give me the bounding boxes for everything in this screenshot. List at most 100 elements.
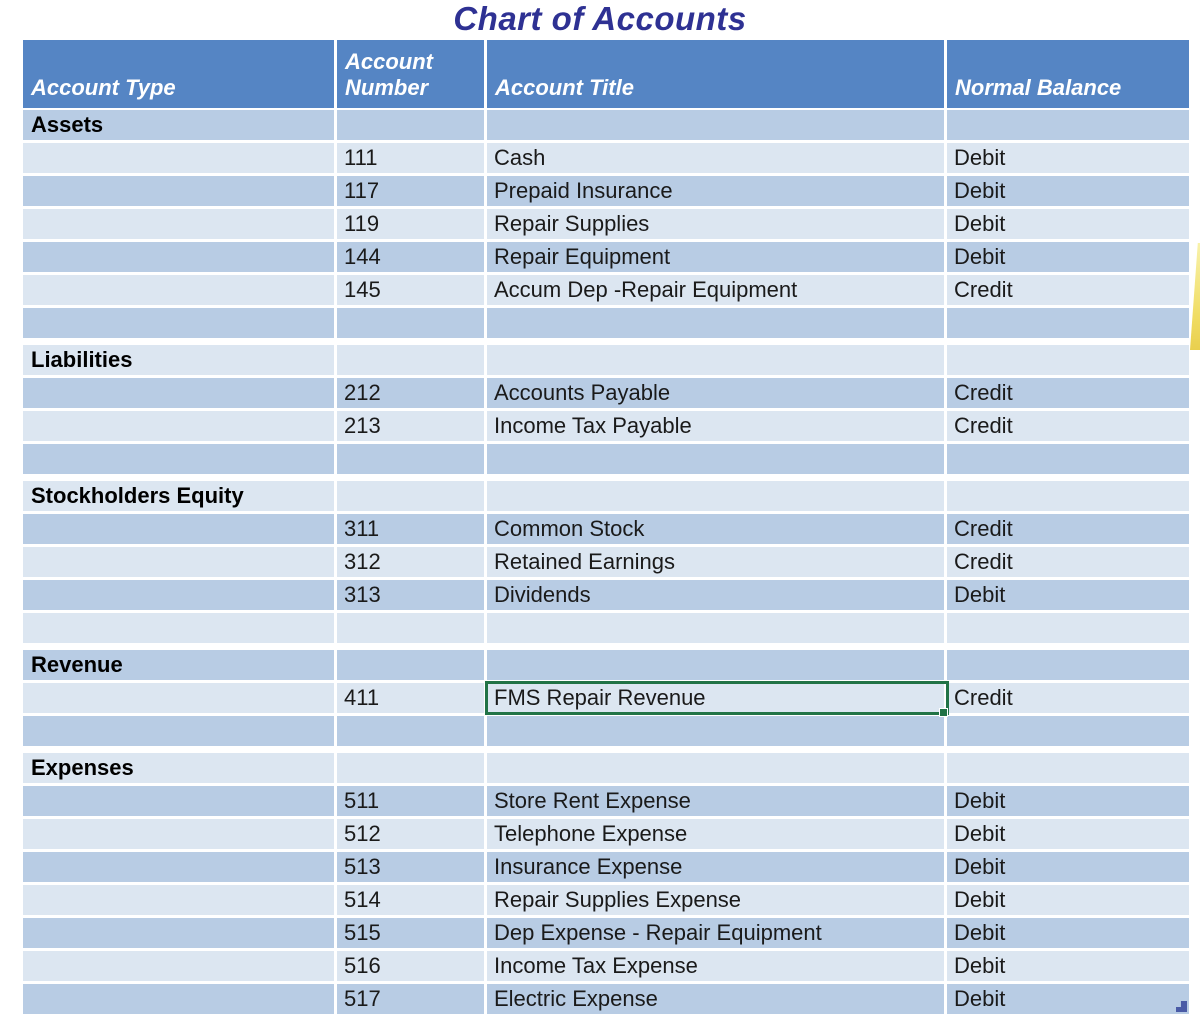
empty-cell[interactable] — [487, 308, 947, 338]
column-header-normal-balance[interactable]: Normal Balance — [955, 75, 1122, 100]
fill-handle[interactable] — [939, 708, 948, 717]
account-title-cell[interactable]: Insurance Expense — [487, 852, 947, 882]
account-number-cell[interactable]: 515 — [337, 918, 487, 948]
account-title-cell[interactable]: Common Stock — [487, 514, 947, 544]
normal-balance-cell[interactable]: Debit — [954, 178, 1006, 203]
column-header-account-type[interactable]: Account Type — [23, 40, 337, 108]
normal-balance-cell[interactable]: Credit — [954, 516, 1013, 541]
account-number-cell[interactable]: 313 — [337, 580, 487, 610]
empty-cell[interactable] — [487, 613, 947, 643]
empty-cell[interactable] — [23, 580, 337, 610]
empty-cell[interactable] — [23, 275, 337, 305]
account-title-cell[interactable]: Cash — [487, 143, 947, 173]
empty-cell[interactable] — [23, 786, 337, 816]
section-label-cell[interactable]: Assets — [23, 110, 337, 140]
account-number-cell[interactable]: 212 — [337, 378, 487, 408]
account-number-cell[interactable]: 311 — [337, 514, 487, 544]
account-title-cell[interactable]: Repair Supplies Expense — [487, 885, 947, 915]
account-number-cell[interactable]: 512 — [337, 819, 487, 849]
empty-cell[interactable] — [947, 444, 1189, 474]
empty-cell[interactable] — [23, 852, 337, 882]
normal-balance-cell[interactable]: Credit — [954, 549, 1013, 574]
empty-cell[interactable] — [23, 951, 337, 981]
normal-balance-cell[interactable]: Debit — [954, 887, 1006, 912]
account-title-cell[interactable]: Income Tax Payable — [487, 411, 947, 441]
account-number-cell[interactable]: 516 — [337, 951, 487, 981]
normal-balance-cell[interactable]: Credit — [954, 413, 1013, 438]
empty-cell[interactable] — [23, 514, 337, 544]
section-label-cell[interactable]: Stockholders Equity — [23, 481, 337, 511]
normal-balance-cell[interactable]: Credit — [954, 380, 1013, 405]
empty-cell[interactable] — [947, 650, 1189, 680]
empty-cell[interactable] — [947, 716, 1189, 746]
normal-balance-cell[interactable]: Credit — [954, 277, 1013, 302]
table-resize-handle[interactable] — [1176, 1001, 1187, 1012]
empty-cell[interactable] — [487, 716, 947, 746]
empty-cell[interactable] — [23, 143, 337, 173]
section-label-cell[interactable]: Revenue — [23, 650, 337, 680]
normal-balance-cell[interactable]: Debit — [954, 920, 1006, 945]
account-title-cell[interactable]: Dep Expense - Repair Equipment — [487, 918, 947, 948]
empty-cell[interactable] — [23, 444, 337, 474]
account-number-cell[interactable]: 511 — [337, 786, 487, 816]
empty-cell[interactable] — [23, 209, 337, 239]
section-label-cell[interactable]: Expenses — [23, 753, 337, 783]
empty-cell[interactable] — [23, 411, 337, 441]
empty-cell[interactable] — [23, 613, 337, 643]
empty-cell[interactable] — [23, 547, 337, 577]
empty-cell[interactable] — [23, 819, 337, 849]
empty-cell[interactable] — [23, 378, 337, 408]
account-title-cell[interactable]: Telephone Expense — [487, 819, 947, 849]
empty-cell[interactable] — [947, 613, 1189, 643]
account-number-cell[interactable]: 517 — [337, 984, 487, 1014]
account-title-cell[interactable]: Accounts Payable — [487, 378, 947, 408]
empty-cell[interactable] — [337, 345, 487, 375]
account-number-cell[interactable]: 111 — [337, 143, 487, 173]
normal-balance-cell[interactable]: Debit — [954, 953, 1006, 978]
empty-cell[interactable] — [487, 650, 947, 680]
account-number-cell[interactable]: 411 — [337, 683, 487, 713]
account-title-cell[interactable]: Income Tax Expense — [487, 951, 947, 981]
empty-cell[interactable] — [487, 481, 947, 511]
empty-cell[interactable] — [23, 683, 337, 713]
empty-cell[interactable] — [337, 650, 487, 680]
account-title-cell[interactable]: Repair Supplies — [487, 209, 947, 239]
account-number-cell[interactable]: 213 — [337, 411, 487, 441]
empty-cell[interactable] — [947, 345, 1189, 375]
normal-balance-cell[interactable]: Debit — [954, 788, 1006, 813]
account-number-cell[interactable]: 145 — [337, 275, 487, 305]
empty-cell[interactable] — [947, 481, 1189, 511]
account-number-cell[interactable]: 117 — [337, 176, 487, 206]
account-title-cell[interactable]: Store Rent Expense — [487, 786, 947, 816]
empty-cell[interactable] — [337, 613, 487, 643]
empty-cell[interactable] — [487, 345, 947, 375]
normal-balance-cell[interactable]: Debit — [954, 244, 1006, 269]
account-number-cell[interactable]: 514 — [337, 885, 487, 915]
empty-cell[interactable] — [23, 984, 337, 1014]
column-header-account-number[interactable]: Account Number — [337, 40, 487, 108]
normal-balance-cell[interactable]: Debit — [954, 821, 1006, 846]
empty-cell[interactable] — [487, 110, 947, 140]
account-number-cell[interactable]: 119 — [337, 209, 487, 239]
empty-cell[interactable] — [23, 176, 337, 206]
empty-cell[interactable] — [337, 753, 487, 783]
empty-cell[interactable] — [487, 444, 947, 474]
empty-cell[interactable] — [337, 110, 487, 140]
account-title-cell[interactable]: Dividends — [487, 580, 947, 610]
empty-cell[interactable] — [23, 242, 337, 272]
section-label-cell[interactable]: Liabilities — [23, 345, 337, 375]
account-title-cell[interactable]: Accum Dep -Repair Equipment — [487, 275, 947, 305]
normal-balance-cell[interactable]: Debit — [954, 145, 1006, 170]
account-number-cell[interactable]: 513 — [337, 852, 487, 882]
empty-cell[interactable] — [337, 481, 487, 511]
empty-cell[interactable] — [23, 885, 337, 915]
empty-cell[interactable] — [23, 716, 337, 746]
normal-balance-cell[interactable]: Debit — [954, 582, 1006, 607]
account-title-cell[interactable]: Repair Equipment — [487, 242, 947, 272]
normal-balance-cell[interactable]: Debit — [954, 211, 1006, 236]
normal-balance-cell[interactable]: Debit — [954, 854, 1006, 879]
account-title-cell[interactable]: Electric Expense — [487, 984, 947, 1014]
empty-cell[interactable] — [337, 444, 487, 474]
normal-balance-cell[interactable]: Debit — [947, 984, 1189, 1014]
empty-cell[interactable] — [487, 753, 947, 783]
